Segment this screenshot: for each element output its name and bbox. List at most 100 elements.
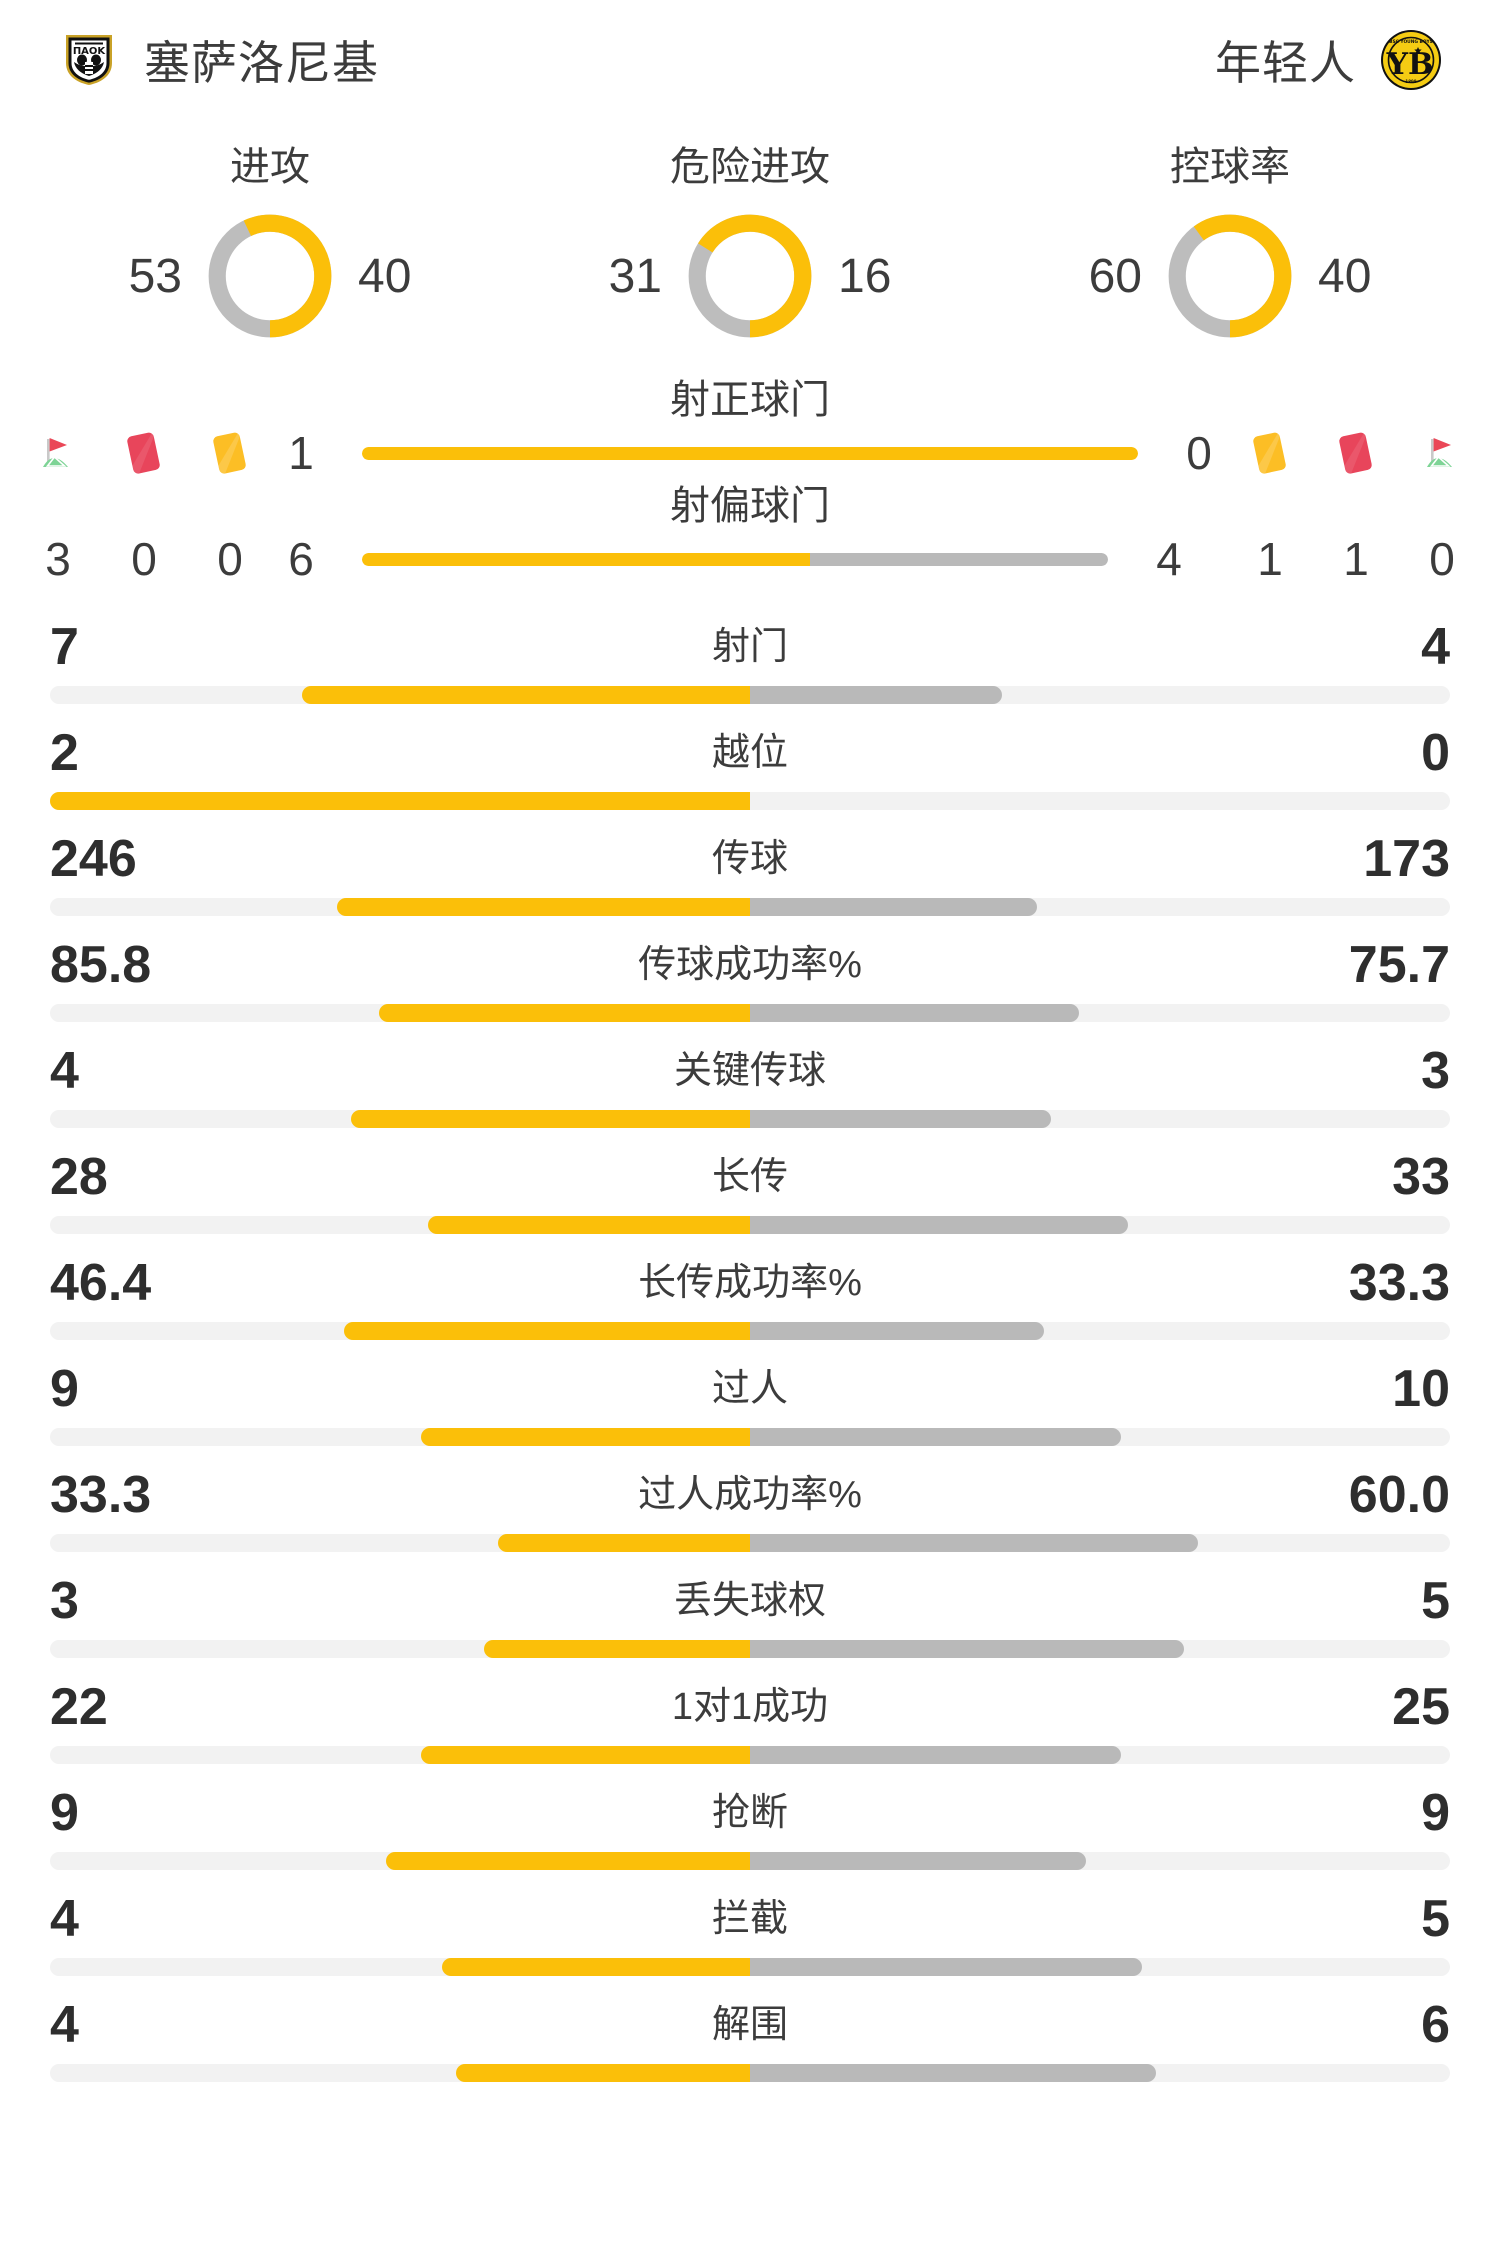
- stat-bar-home-fill: [50, 792, 750, 810]
- stat-label: 射门: [711, 626, 788, 668]
- stats-list: 7 射门 4 2 越位 0 246 传球 173 85.8 传球成功率% 75.7 4 关键传球 3 28 长传…: [0, 610, 1500, 2094]
- shots-section: 射正球门: [0, 380, 1500, 610]
- stat-label: 长传成功率%: [638, 1262, 862, 1304]
- stat-away-value: 9: [1421, 1784, 1450, 1842]
- donut-away-value: 40: [1318, 249, 1372, 303]
- stat-row: 28 长传 33: [50, 1140, 1450, 1246]
- stat-bar-away-fill: [750, 1428, 1121, 1446]
- stat-home-value: 9: [50, 1360, 79, 1418]
- stat-bar-track: [50, 792, 1450, 810]
- stat-row: 46.4 长传成功率% 33.3: [50, 1246, 1450, 1352]
- shots-on-target-bar: [362, 446, 1138, 460]
- svg-text:ΠΑΟΚ: ΠΑΟΚ: [73, 46, 107, 57]
- stat-away-value: 33: [1392, 1148, 1450, 1206]
- stat-bar-track: [50, 1004, 1450, 1022]
- stat-away-value: 75.7: [1348, 936, 1450, 994]
- young-boys-crest-icon: BSC YOUNG BOYS YB 1898: [1380, 29, 1442, 91]
- stat-home-value: 46.4: [50, 1254, 152, 1312]
- stat-away-value: 33.3: [1348, 1254, 1450, 1312]
- stat-home-value: 2: [50, 724, 79, 782]
- stat-home-value: 4: [50, 1996, 79, 2054]
- svg-text:1898: 1898: [1405, 79, 1416, 84]
- stat-row: 2 越位 0: [50, 716, 1450, 822]
- home-red-cards-value: 0: [131, 533, 157, 585]
- stat-bar-track: [50, 686, 1450, 704]
- stat-away-value: 5: [1421, 1890, 1450, 1948]
- shots-off-target-home: 6: [288, 533, 314, 585]
- stat-bar-track: [50, 1640, 1450, 1658]
- stat-bar-home-fill: [428, 1216, 750, 1234]
- shots-off-target-away: 4: [1156, 533, 1182, 585]
- donut-title: 控球率: [1170, 145, 1290, 189]
- stat-away-value: 5: [1421, 1572, 1450, 1630]
- stat-bar-away-fill: [750, 1110, 1051, 1128]
- stat-label: 1对1成功: [671, 1686, 829, 1728]
- stat-bar-away-fill: [750, 1322, 1044, 1340]
- stat-label: 拦截: [711, 1898, 788, 1940]
- corner-flag-icon: [1414, 425, 1470, 481]
- stat-bar-home-fill: [456, 2064, 750, 2082]
- yellow-card-icon: [202, 425, 258, 481]
- stat-bar-track: [50, 1322, 1450, 1340]
- stat-bar-home-fill: [344, 1322, 750, 1340]
- stat-label: 越位: [711, 732, 788, 774]
- donut-home-value: 53: [128, 249, 182, 303]
- donut-attacks: 进攻 53 40: [30, 120, 510, 380]
- stat-label: 过人: [711, 1368, 788, 1410]
- stat-bar-track: [50, 1428, 1450, 1446]
- donut-home-value: 60: [1088, 249, 1142, 303]
- home-team-name: 塞萨洛尼基: [144, 37, 379, 89]
- donut-ring: [684, 210, 816, 342]
- stat-bar-away-fill: [750, 1746, 1121, 1764]
- stat-bar-away-fill: [750, 1852, 1086, 1870]
- donut-away-value: 40: [358, 249, 412, 303]
- stat-home-value: 4: [50, 1890, 79, 1948]
- stat-bar-away-fill: [750, 1216, 1128, 1234]
- stat-bar-home-fill: [421, 1746, 750, 1764]
- svg-text:BSC YOUNG BOYS: BSC YOUNG BOYS: [1389, 39, 1433, 45]
- stat-away-value: 173: [1363, 830, 1450, 888]
- donut-title: 进攻: [230, 145, 310, 189]
- stat-bar-away-fill: [750, 686, 1002, 704]
- home-team: ΠΑΟΚ 塞萨洛尼基: [58, 27, 379, 93]
- home-yellow-cards-value: 0: [217, 533, 243, 585]
- stat-bar-away-fill: [750, 1640, 1184, 1658]
- stat-row: 4 关键传球 3: [50, 1034, 1450, 1140]
- stat-row: 246 传球 173: [50, 822, 1450, 928]
- stat-home-value: 85.8: [50, 936, 152, 994]
- stat-bar-away-fill: [750, 1958, 1142, 1976]
- donut-summary-section: 进攻 53 40 危险进攻 31 16 控球率: [0, 120, 1500, 380]
- stat-bar-home-fill: [421, 1428, 750, 1446]
- stat-home-value: 3: [50, 1572, 79, 1630]
- stat-label: 抢断: [711, 1792, 788, 1834]
- away-red-cards-value: 1: [1343, 533, 1369, 585]
- yellow-card-icon: [1242, 425, 1298, 481]
- stat-label: 传球: [711, 838, 788, 880]
- red-card-icon: [116, 425, 172, 481]
- stat-bar-home-fill: [351, 1110, 750, 1128]
- stat-label: 解围: [711, 2004, 788, 2046]
- stat-bar-home-fill: [386, 1852, 750, 1870]
- stat-away-value: 25: [1392, 1678, 1450, 1736]
- stat-bar-track: [50, 1958, 1450, 1976]
- stat-bar-track: [50, 1852, 1450, 1870]
- stat-row: 22 1对1成功 25: [50, 1670, 1450, 1776]
- shots-off-target-row: 3 0 0 6 4 1 1 0: [30, 526, 1470, 592]
- stat-bar-away-fill: [750, 898, 1037, 916]
- away-team: 年轻人 BSC YOUNG BOYS YB 1898: [1215, 27, 1442, 93]
- stat-home-value: 4: [50, 1042, 79, 1100]
- shots-on-target-away: 0: [1186, 427, 1212, 479]
- stat-bar-home-fill: [302, 686, 750, 704]
- shots-off-target-bar: [362, 552, 1108, 566]
- stat-bar-home-fill: [498, 1534, 750, 1552]
- stat-bar-track: [50, 1110, 1450, 1128]
- donut-away-value: 16: [838, 249, 892, 303]
- home-discipline-values: 3 0 0: [30, 532, 258, 586]
- stat-away-value: 4: [1421, 618, 1450, 676]
- stat-label: 长传: [711, 1156, 788, 1198]
- stat-label: 传球成功率%: [638, 944, 862, 986]
- stat-home-value: 33.3: [50, 1466, 152, 1524]
- shots-on-target-home: 1: [288, 427, 314, 479]
- stat-away-value: 0: [1421, 724, 1450, 782]
- stat-bar-away-fill: [750, 1004, 1079, 1022]
